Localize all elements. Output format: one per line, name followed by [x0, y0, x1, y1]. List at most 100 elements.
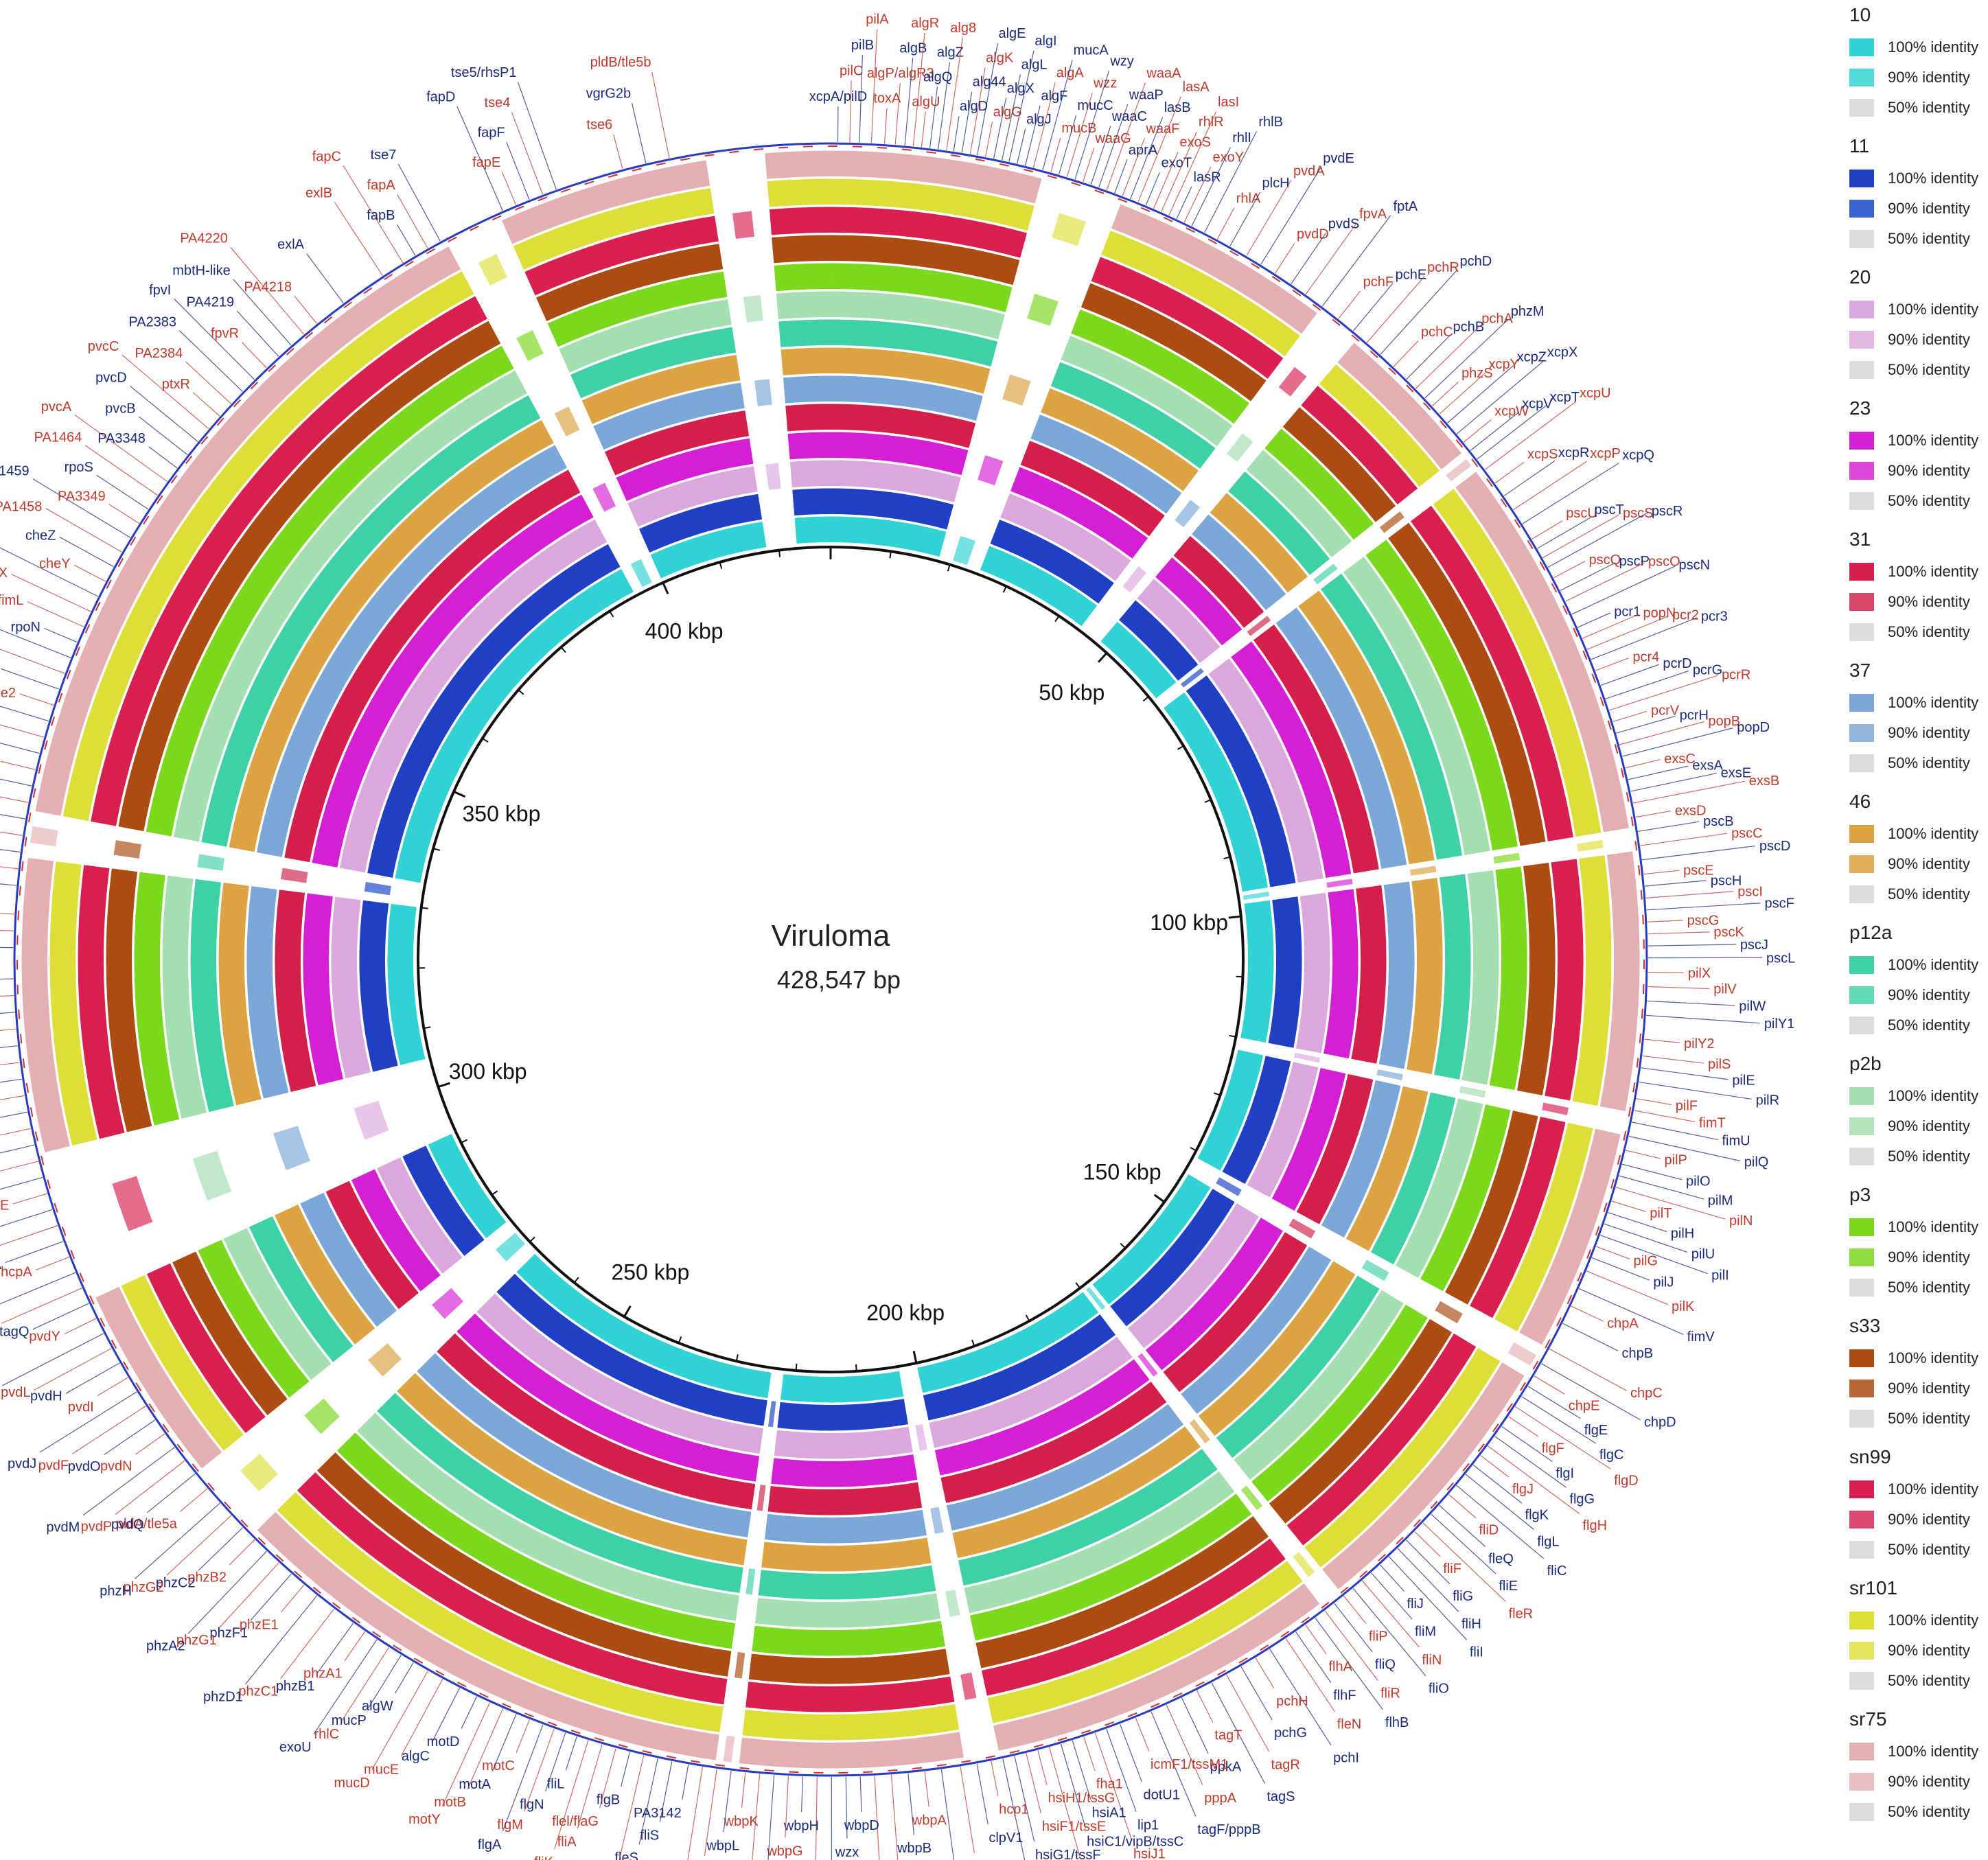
legend-swatch	[1849, 99, 1874, 117]
tick-mark	[1228, 915, 1241, 919]
tick-mark	[623, 1305, 632, 1318]
ring-23-block	[1145, 1218, 1283, 1371]
ring-p3-block	[134, 872, 180, 1126]
gene-leader-line	[621, 1752, 631, 1787]
gene-leader-line	[1600, 1235, 1708, 1275]
ring-11-block	[359, 900, 398, 1072]
gene-leader-line	[1595, 1246, 1630, 1259]
gene-leader-line	[1074, 70, 1110, 180]
ring-p3	[134, 263, 1527, 1656]
ring-s33-partial	[1435, 1301, 1463, 1324]
gene-leader-line	[1632, 1121, 1718, 1141]
ring-s33-block	[748, 1649, 950, 1684]
gene-leader-line	[1226, 1674, 1270, 1752]
legend-label: 100% identity	[1888, 432, 1979, 449]
gene-label: rhlC	[314, 1727, 340, 1742]
gene-leader-line	[456, 106, 503, 211]
legend-swatch	[1849, 1743, 1874, 1760]
gene-label: pilC	[840, 63, 863, 78]
gene-label: algW	[362, 1699, 393, 1714]
gene-leader-line	[294, 295, 318, 324]
gene-label: algG	[993, 105, 1022, 120]
legend-swatch	[1849, 825, 1874, 843]
ring-31-block	[1163, 1232, 1308, 1393]
gene-leader-line	[985, 121, 993, 157]
gene-label: fliH	[1461, 1617, 1481, 1632]
gene-leader-line	[859, 1776, 862, 1813]
ring-p12a-partial	[1361, 1259, 1389, 1281]
legend-label: 90% identity	[1888, 1380, 1970, 1397]
ring-s33-partial	[113, 840, 141, 859]
ring-sr75-partial	[30, 826, 58, 847]
gene-leader-line	[1560, 562, 1616, 592]
ring-23-block	[787, 432, 831, 460]
ring-sr75-block	[21, 857, 70, 1152]
gene-label: exlA	[277, 237, 305, 253]
gene-label: fpvR	[211, 326, 239, 341]
ring-20-block	[774, 1426, 913, 1459]
ring-p2b-block	[964, 1471, 1235, 1614]
legend-label: 100% identity	[1888, 563, 1979, 580]
tick-mark	[1120, 1242, 1126, 1249]
gene-leader-line	[400, 1679, 443, 1757]
ring-s33-block	[1080, 283, 1267, 402]
ring-31-block	[785, 404, 831, 432]
gene-leader-line	[467, 1708, 504, 1789]
ring-46-block	[1406, 877, 1443, 1075]
gene-leader-line	[185, 361, 232, 404]
legend-row: 100% identity	[1849, 429, 1987, 452]
gene-leader-line	[0, 724, 45, 738]
gene-leader-line	[1114, 159, 1128, 194]
gene-leader-line	[1269, 1649, 1332, 1745]
tick-mark	[1142, 696, 1149, 702]
gene-leader-line	[1119, 1723, 1142, 1782]
gene-leader-line	[1640, 833, 1728, 846]
gene-leader-line	[135, 1433, 165, 1455]
gene-label: rhlI	[1232, 130, 1251, 146]
legend-swatch	[1849, 623, 1874, 641]
legend-swatch	[1849, 1349, 1874, 1367]
tick-mark	[609, 610, 614, 618]
legend-row: 100% identity	[1849, 1084, 1987, 1108]
ring-46-block	[229, 420, 554, 852]
tick-mark	[855, 1364, 857, 1371]
gene-label: flgE	[1584, 1423, 1608, 1438]
gene-leader-line	[1547, 512, 1648, 568]
ring-sr75-block	[1111, 204, 1317, 334]
legend-swatch	[1849, 1511, 1874, 1528]
gene-label: flgC	[1599, 1448, 1624, 1463]
gene-leader-line	[1616, 715, 1676, 734]
ring-p2b-block	[1234, 1290, 1404, 1480]
tick-mark	[1054, 615, 1060, 623]
gene-label: PA3349	[58, 489, 106, 504]
gene-label: fliC	[1547, 1563, 1567, 1579]
ring-p2b-block	[831, 291, 1005, 340]
ring-37-block	[1275, 607, 1407, 869]
ring-sr101-block	[513, 188, 715, 270]
gene-label: pvdM	[46, 1520, 80, 1535]
legend-row: 50% identity	[1849, 1014, 1987, 1037]
ring-10-block	[917, 1292, 1099, 1393]
gene-leader-line	[1578, 1288, 1684, 1335]
ring-10-block	[1100, 621, 1177, 699]
gene-label: pscG	[1687, 914, 1720, 929]
legend-swatch	[1849, 1410, 1874, 1428]
gene-leader-line	[991, 1760, 999, 1796]
gene-label: wbpB	[897, 1841, 932, 1856]
legend-swatch	[1849, 1773, 1874, 1791]
gene-leader-line	[1106, 1728, 1137, 1812]
legend-swatch	[1849, 361, 1874, 379]
gene-leader-line	[1406, 335, 1450, 380]
tick-mark	[1075, 1282, 1081, 1289]
ring-p2b-block	[1461, 870, 1499, 1085]
gene-label: fliI	[1470, 1645, 1483, 1660]
legend-label: 100% identity	[1888, 170, 1979, 187]
ring-sr101-block	[767, 178, 831, 207]
legend-row: 90% identity	[1849, 1770, 1987, 1793]
ring-11-partial	[767, 1401, 776, 1428]
gene-leader-line	[815, 1776, 818, 1860]
legend-row: 50% identity	[1849, 1800, 1987, 1824]
legend-label: 90% identity	[1888, 462, 1970, 479]
gene-leader-line	[148, 446, 178, 469]
gene-label: fimL	[0, 593, 23, 608]
